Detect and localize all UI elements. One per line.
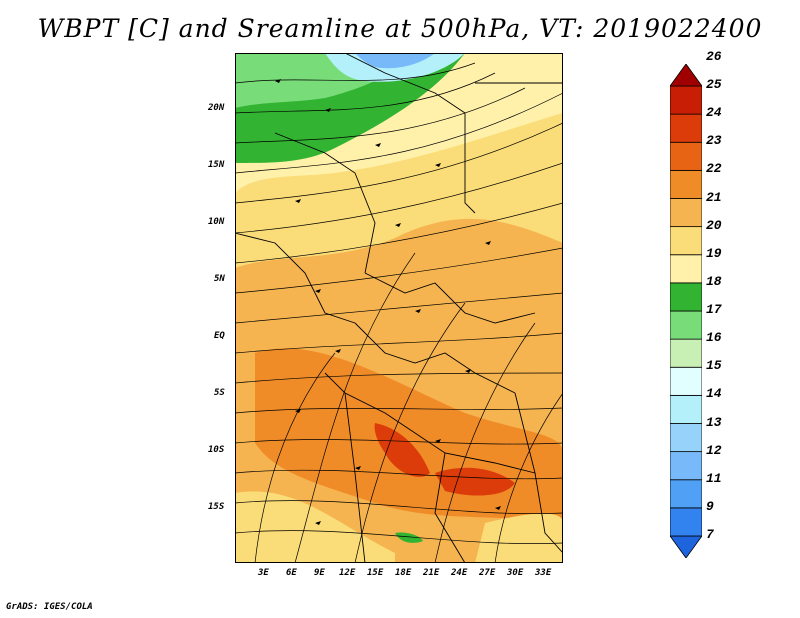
colorbar-label: 17 [706, 302, 722, 317]
colorbar-label: 23 [706, 133, 722, 149]
streamlines [235, 62, 563, 563]
lat-label: EQ [214, 331, 225, 341]
field-south-pale [235, 491, 395, 563]
lon-label: 6E [286, 568, 297, 578]
colorbar-segment [670, 254, 702, 284]
colorbar-segment [670, 85, 702, 115]
colorbar-label: 13 [706, 414, 722, 430]
colorbar-segment [670, 338, 702, 368]
colorbar-label: 25 [706, 77, 722, 92]
colorbar-label: 14 [706, 386, 722, 402]
colorbar-label: 22 [706, 161, 722, 177]
colorbar-segment [670, 64, 702, 87]
colorbar-segment [670, 141, 702, 171]
map-panel [235, 53, 563, 563]
colorbar-segment [670, 113, 702, 143]
field-green-dot [395, 532, 423, 543]
lon-label: 21E [423, 568, 440, 578]
colorbar-label: 16 [706, 330, 722, 346]
colorbar-label: 15 [706, 358, 722, 374]
lat-label: 10S [208, 445, 225, 455]
lon-label: 24E [451, 568, 468, 578]
lon-label: 15E [367, 568, 384, 578]
lon-label: 33E [535, 568, 552, 578]
colorbar-segment [670, 226, 702, 256]
colorbar-segment [670, 451, 702, 481]
colorbar-segment [670, 366, 702, 396]
field-red-core-west [374, 423, 430, 477]
colorbar-segment [670, 479, 702, 509]
lon-label: 18E [395, 568, 412, 578]
colorbar-label: 21 [706, 189, 722, 205]
colorbar-segment [670, 535, 702, 558]
lon-label: 30E [507, 568, 524, 578]
colorbar-label: 18 [706, 273, 722, 289]
lon-label: 3E [258, 568, 269, 578]
colorbar-label: 12 [706, 442, 722, 458]
colorbar-label: 24 [706, 105, 722, 121]
colorbar-segment [670, 507, 702, 537]
colorbar-segment [670, 310, 702, 340]
colorbar-label: 26 [706, 48, 722, 64]
country-boundaries [235, 53, 563, 563]
colorbar-label: 9 [706, 498, 714, 514]
colorbar-label: 20 [706, 217, 722, 233]
colorbar-label: 19 [706, 245, 722, 261]
colorbar-label: 11 [706, 470, 722, 486]
colorbar-segment [670, 394, 702, 424]
streamline-arrows [275, 79, 501, 525]
lat-label: 15N [208, 160, 225, 170]
colorbar-segment [670, 198, 702, 228]
colorbar-label: 7 [706, 527, 714, 542]
lat-label: 5S [214, 388, 225, 398]
colorbar [670, 64, 702, 558]
colorbar-segment [670, 169, 702, 199]
colorbar-segment [670, 282, 702, 312]
lat-label: 10N [208, 217, 225, 227]
lat-label: 15S [208, 502, 225, 512]
lat-label: 20N [208, 103, 225, 113]
chart-title: WBPT [C] and Sreamline at 500hPa, VT: 20… [37, 14, 763, 43]
field-blue-patch [355, 53, 435, 69]
footer-credit: GrADS: IGES/COLA [6, 602, 93, 612]
colorbar-segment [670, 423, 702, 453]
lon-label: 9E [314, 568, 325, 578]
lon-label: 27E [479, 568, 496, 578]
lat-label: 5N [214, 274, 225, 284]
lon-label: 12E [339, 568, 356, 578]
